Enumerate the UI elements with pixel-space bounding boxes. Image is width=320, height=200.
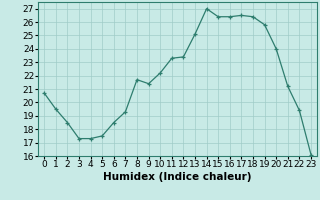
X-axis label: Humidex (Indice chaleur): Humidex (Indice chaleur): [103, 172, 252, 182]
